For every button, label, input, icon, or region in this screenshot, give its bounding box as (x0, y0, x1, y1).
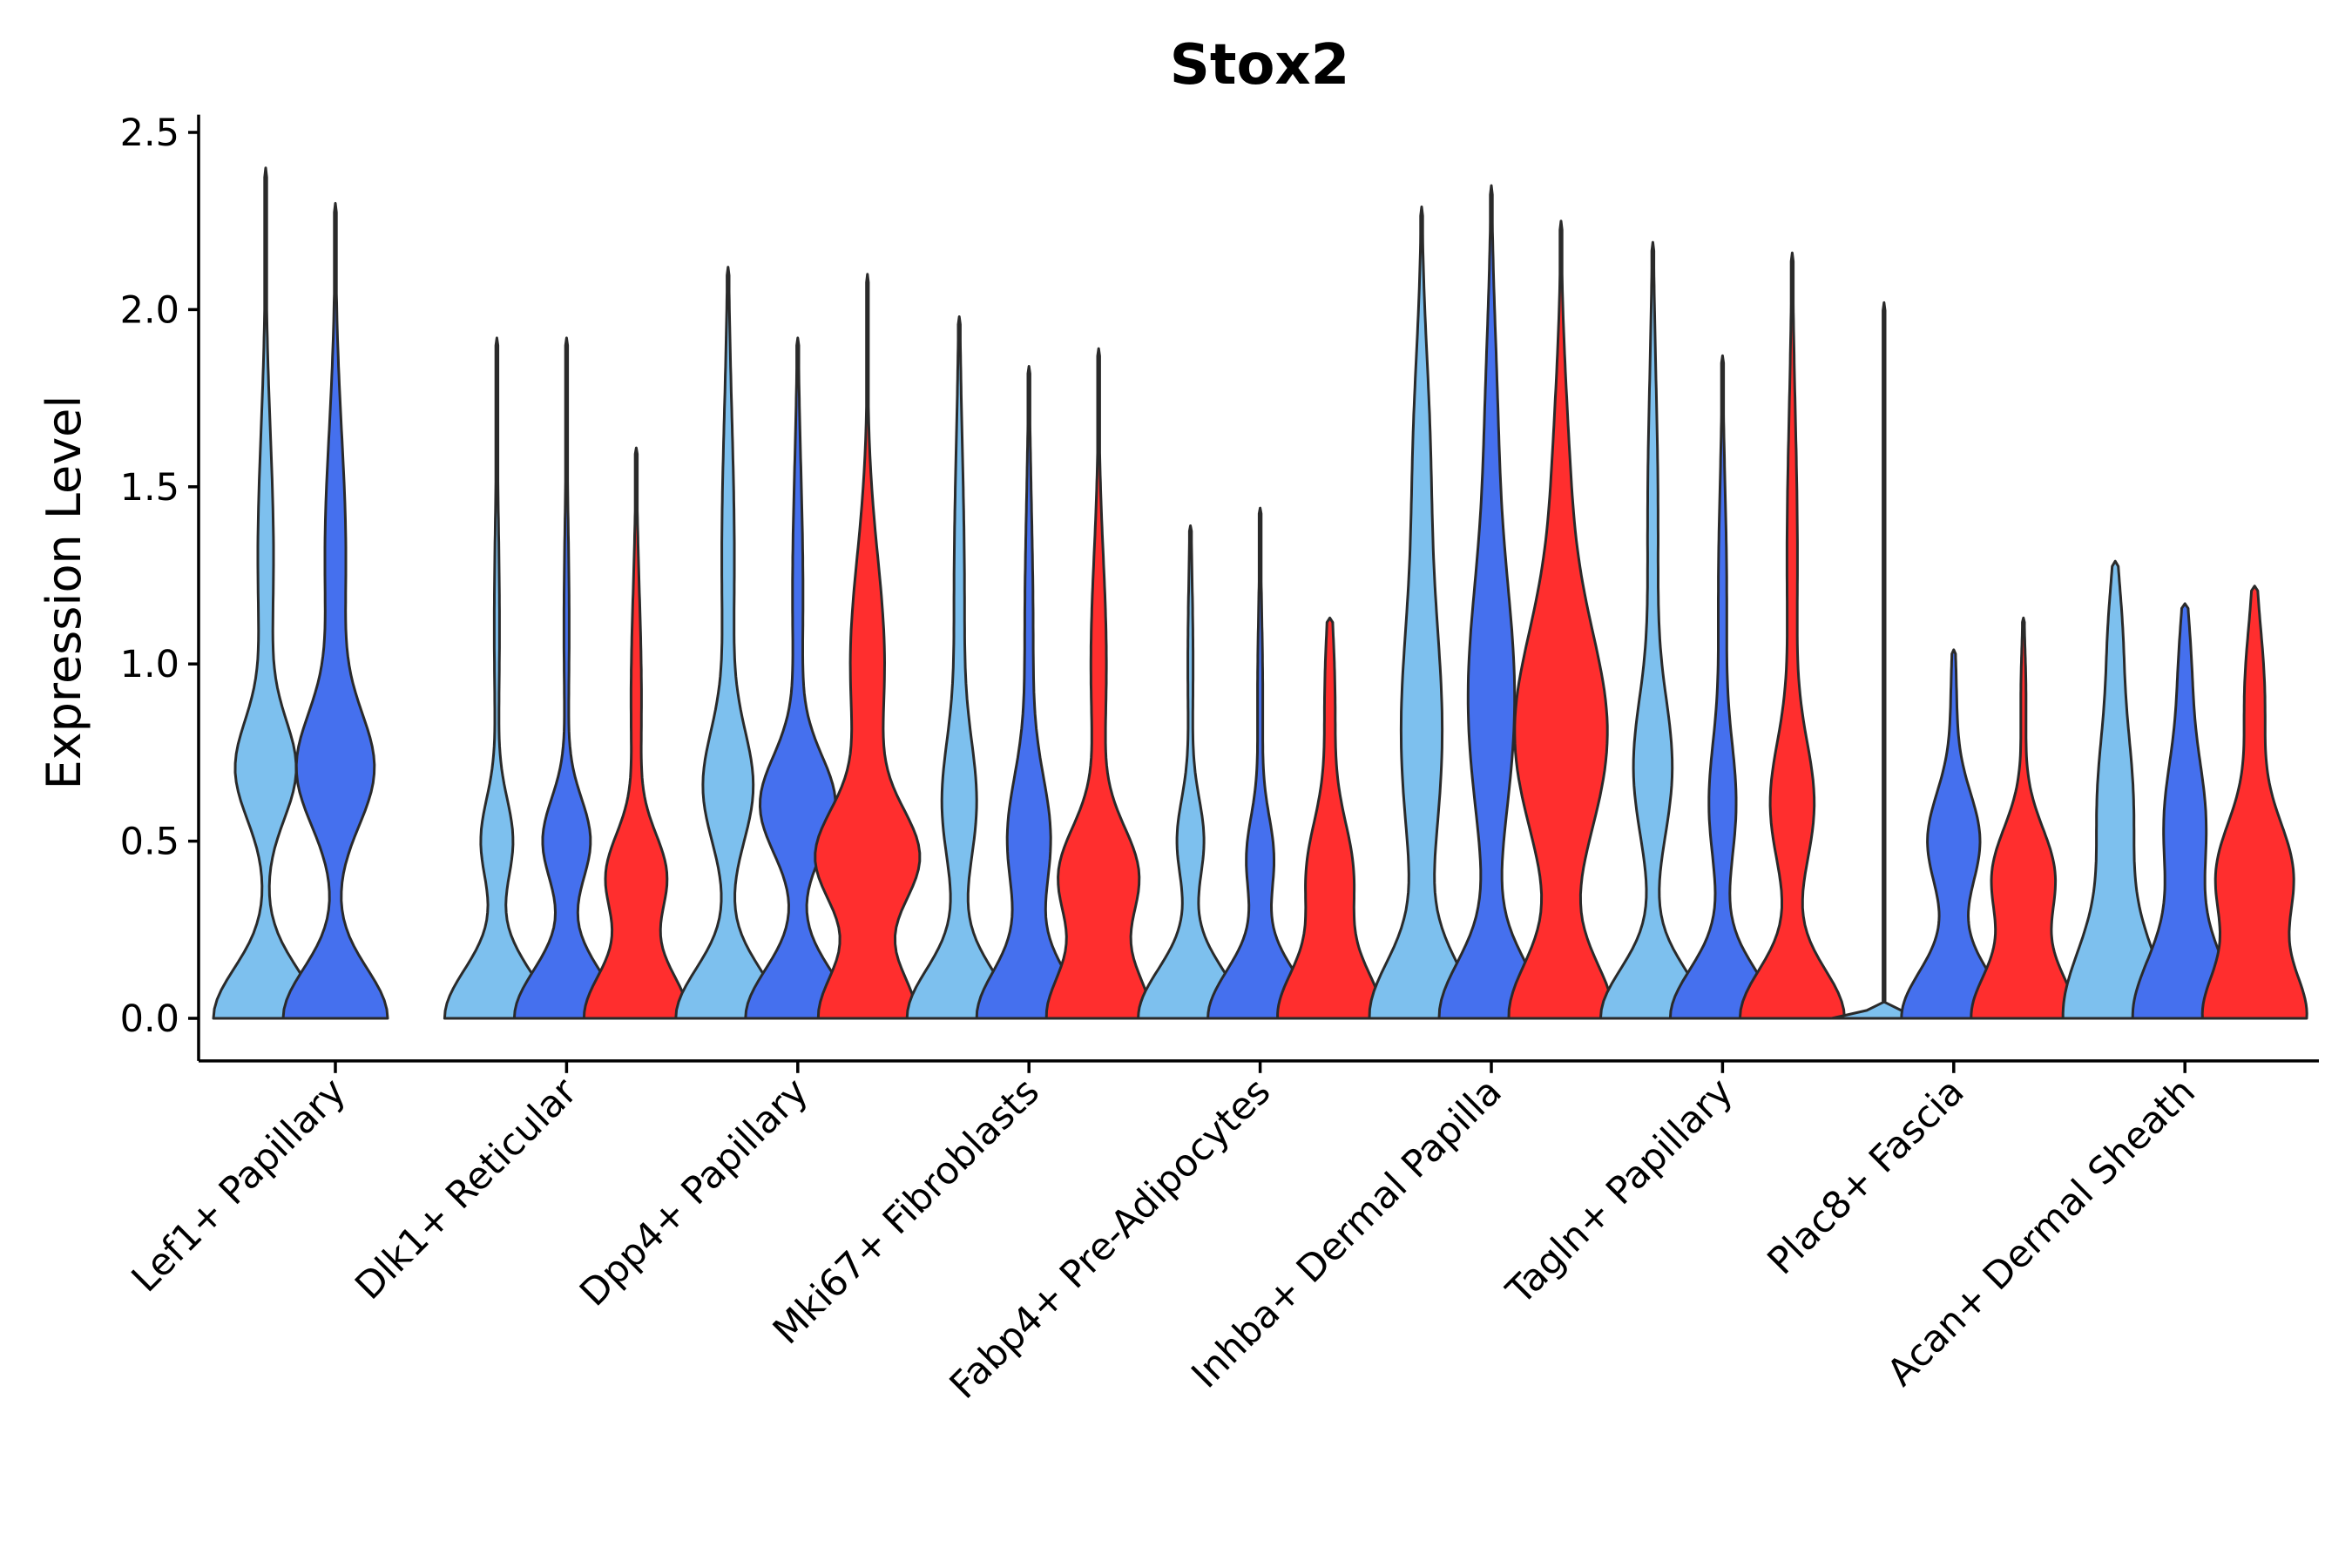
y-tick-label: 1.0 (120, 643, 179, 686)
x-tick-label: Dlk1+ Reticular (347, 1070, 585, 1308)
violin-group1-2 (443, 336, 551, 1020)
violin-group3-9 (2200, 585, 2308, 1020)
violin-group1-1 (212, 166, 320, 1020)
violin-group2-5 (1206, 506, 1315, 1020)
violin-group3-5 (1276, 616, 1384, 1020)
x-tick-label: Lef1+ Papillary (124, 1070, 355, 1301)
x-tick-label: Mki67+ Fibroblasts (765, 1070, 1048, 1353)
violin-group1-7 (1598, 240, 1707, 1020)
x-tick-label: Plac8+ Fascia (1760, 1070, 1973, 1283)
violin-group2-1 (281, 201, 389, 1020)
violin-group1-6 (1368, 205, 1476, 1020)
y-axis: 0.0 0.5 1.0 1.5 2.0 2.5 (120, 112, 200, 1061)
violin-group2-3 (744, 336, 852, 1020)
violins (212, 166, 2308, 1020)
violin-group1-5 (1137, 524, 1245, 1020)
x-tick-label: Dpp4+ Papillary (571, 1070, 816, 1315)
violin-group2-4 (975, 365, 1083, 1020)
violin-group2-7 (1668, 354, 1776, 1020)
violin-group3-6 (1507, 220, 1615, 1020)
violin-group2-9 (2131, 602, 2239, 1020)
x-tick-label: Tagln+ Papillary (1497, 1070, 1741, 1314)
violin-group2-6 (1437, 184, 1545, 1020)
violin-group1-9 (2061, 559, 2169, 1020)
y-tick-label: 2.0 (120, 288, 179, 332)
violin-group1-8 (1830, 301, 1938, 1020)
chart-title: Stox2 (1170, 33, 1349, 98)
violin-group2-2 (512, 336, 620, 1020)
violin-group3-8 (1970, 616, 2078, 1020)
violin-group3-4 (1044, 347, 1152, 1020)
violin-group3-7 (1738, 251, 1846, 1020)
violin-group1-4 (905, 315, 1013, 1020)
violin-group3-2 (582, 446, 690, 1020)
violin-group2-8 (1900, 648, 2008, 1020)
y-tick-label: 2.5 (120, 112, 179, 155)
y-axis-label: Expression Level (37, 395, 91, 790)
violin-group3-3 (814, 273, 922, 1020)
y-tick-label: 0.5 (120, 821, 179, 864)
violin-group1-3 (674, 266, 782, 1020)
y-tick-label: 1.5 (120, 466, 179, 510)
y-tick-label: 0.0 (120, 997, 179, 1041)
